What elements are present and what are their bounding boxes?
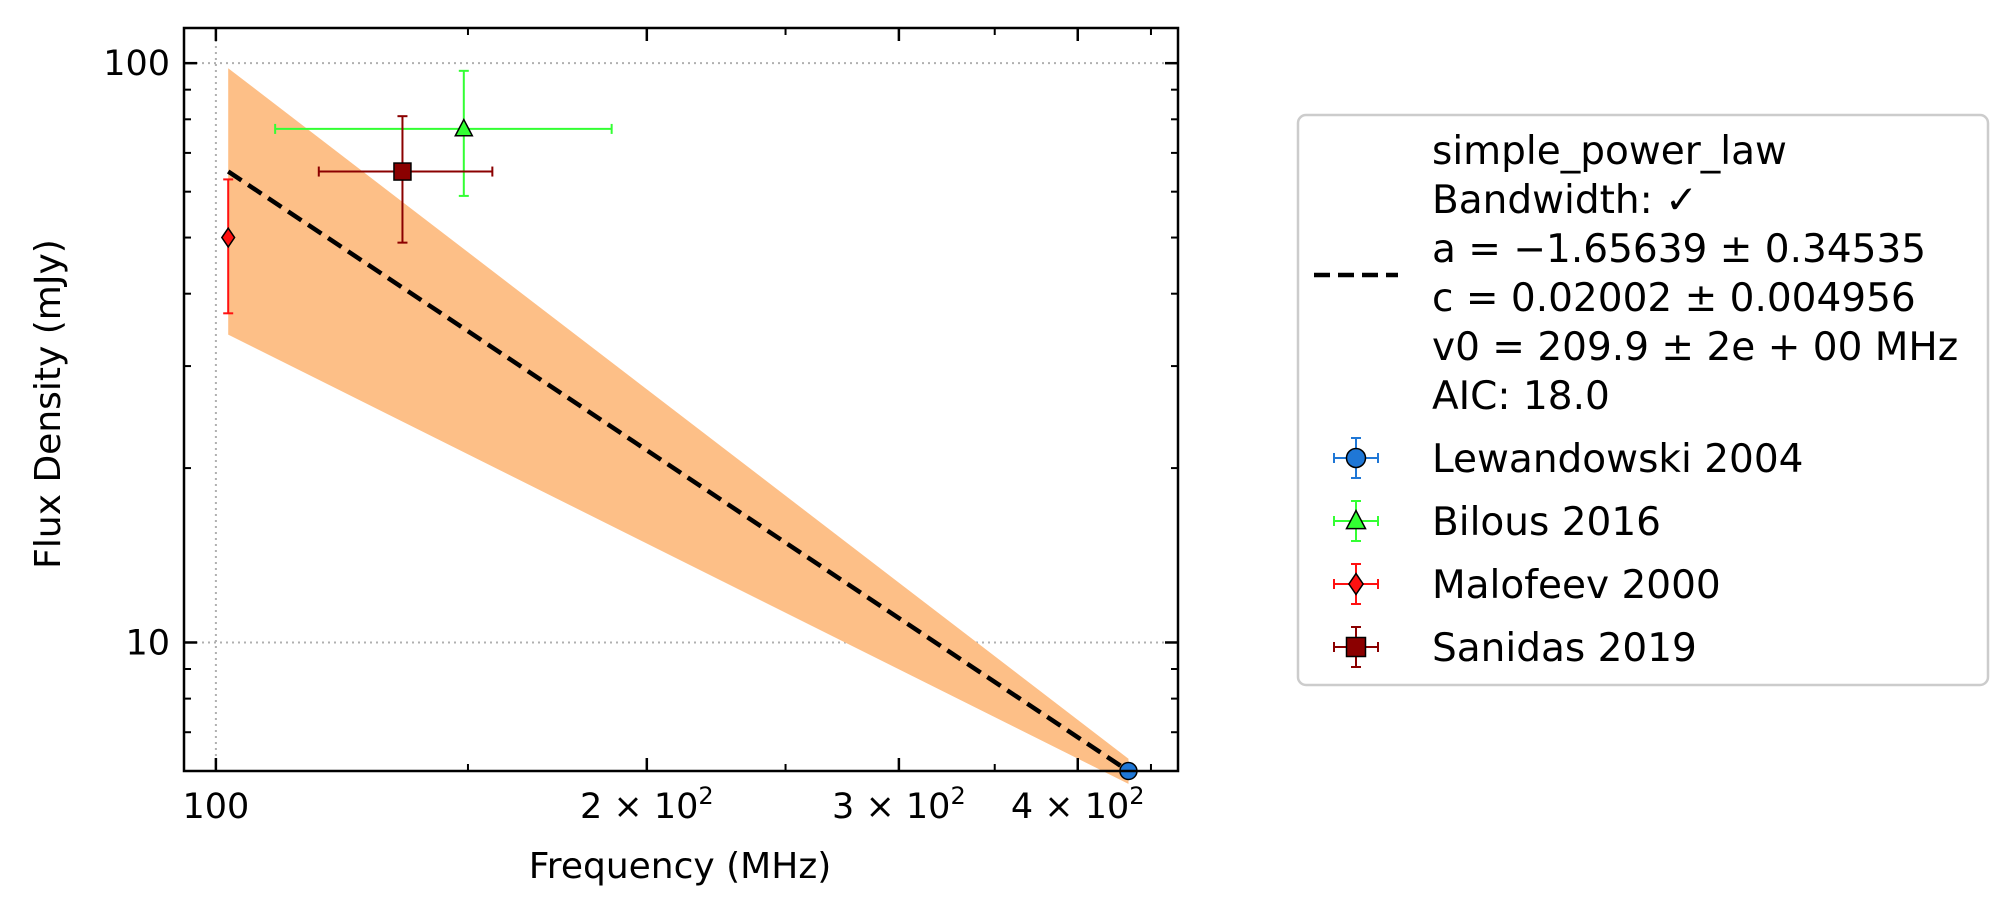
series-square — [317, 115, 494, 244]
legend-series-label: Bilous 2016 — [1432, 500, 1661, 545]
legend-fit-text: c = 0.02002 ± 0.004956 — [1432, 276, 1916, 321]
legend-marker-circle — [1345, 447, 1367, 469]
legend-fit-text: a = −1.65639 ± 0.34535 — [1432, 227, 1926, 272]
data-point-diamond — [220, 226, 236, 249]
legend-entry: Bilous 2016 — [1333, 500, 1661, 545]
legend-marker-square — [1345, 636, 1367, 658]
legend-entry: Lewandowski 2004 — [1333, 437, 1803, 482]
legend-fit-text: v0 = 209.9 ± 2e + 00 MHz — [1432, 325, 1958, 370]
series-diamond — [220, 178, 236, 315]
legend-entry: Malofeev 2000 — [1333, 563, 1721, 608]
legend-marker-diamond — [1347, 572, 1365, 596]
data-point-square — [393, 162, 412, 181]
y-axis-label: Flux Density (mJy) — [28, 239, 69, 569]
fit-confidence-band — [228, 68, 1129, 784]
legend-fit-text: Bandwidth: ✓ — [1432, 178, 1698, 223]
legend-entry: Sanidas 2019 — [1333, 626, 1697, 671]
x-tick-label: 100 — [182, 787, 249, 827]
y-tick-label: 100 — [103, 44, 170, 84]
legend-box — [1296, 113, 1990, 687]
data-point-triangle — [454, 117, 474, 137]
plot-area — [184, 28, 1178, 784]
x-tick-label: 3 × 102 — [832, 782, 966, 827]
y-tick-label: 10 — [125, 623, 170, 663]
axes: 100 2 × 102 3 × 102 4 × 102 10 100 — [103, 26, 1180, 827]
legend-series-label: Sanidas 2019 — [1432, 626, 1697, 671]
x-tick-label: 4 × 102 — [1011, 782, 1145, 827]
legend-fit-text: AIC: 18.0 — [1432, 374, 1610, 419]
series-triangle — [274, 69, 613, 197]
legend-fit-text: simple_power_law — [1432, 129, 1787, 174]
x-axis-label: Frequency (MHz) — [529, 846, 832, 887]
legend-marker-triangle — [1345, 508, 1367, 530]
fit-line — [226, 169, 1130, 773]
legend-series-label: Malofeev 2000 — [1432, 563, 1721, 608]
x-tick-label: 2 × 102 — [580, 782, 714, 827]
plot-frame — [182, 26, 1180, 773]
legend-series-label: Lewandowski 2004 — [1432, 437, 1803, 482]
